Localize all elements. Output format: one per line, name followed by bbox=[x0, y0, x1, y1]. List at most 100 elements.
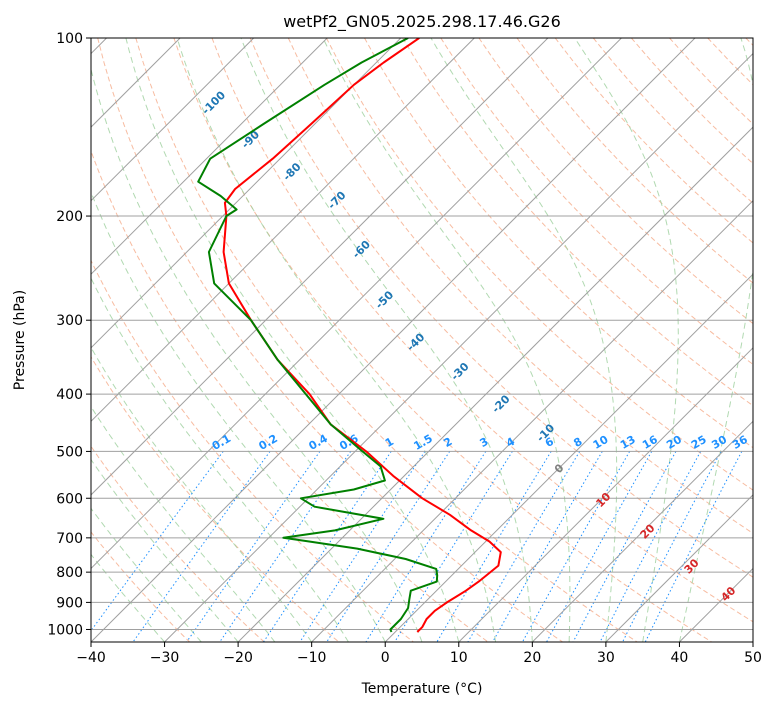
moist-adiabat-label: -30 bbox=[448, 360, 471, 383]
dry-adiabat-line bbox=[135, 38, 638, 642]
isotherm-line bbox=[91, 38, 475, 423]
dry-adiabat-line bbox=[478, 38, 753, 325]
dry-adiabat-label: 20 bbox=[638, 521, 658, 541]
moist-adiabat-label: -20 bbox=[489, 392, 512, 415]
moist-adiabat-line bbox=[430, 38, 618, 642]
dry-adiabat-line bbox=[745, 38, 753, 47]
dry-adiabat-label: 0 bbox=[552, 461, 567, 476]
moist-adiabat-line bbox=[574, 38, 679, 642]
x-tick-label: 10 bbox=[450, 650, 468, 666]
y-tick-label: 900 bbox=[56, 595, 83, 611]
mixing-ratio-label: 2 bbox=[441, 435, 454, 450]
y-tick-label: 100 bbox=[56, 31, 83, 47]
moist-adiabat-label: -100 bbox=[199, 88, 228, 117]
mixing-ratio-line bbox=[132, 451, 271, 642]
moist-adiabat-line bbox=[125, 38, 460, 642]
dry-adiabat-line bbox=[592, 38, 753, 204]
dry-adiabat-label: 40 bbox=[718, 584, 738, 604]
mixing-ratio-label: 13 bbox=[618, 433, 638, 452]
mixing-ratio-line bbox=[186, 451, 321, 642]
isotherm-line bbox=[91, 38, 402, 349]
mixing-ratio-line bbox=[299, 451, 426, 642]
temperature-profile-line bbox=[222, 38, 502, 633]
mixing-ratio-line bbox=[263, 451, 392, 642]
mixing-ratio-label: 10 bbox=[591, 433, 611, 452]
moist-adiabat-line bbox=[91, 277, 349, 642]
mixing-ratio-line bbox=[599, 451, 702, 642]
mixing-ratio-label: 1 bbox=[383, 435, 396, 450]
moist-adiabat-label: -60 bbox=[350, 238, 373, 261]
isotherm-line bbox=[384, 273, 753, 642]
moist-adiabat-line bbox=[91, 190, 386, 642]
mixing-ratio-line bbox=[546, 451, 653, 642]
mixing-ratio-label: 30 bbox=[709, 433, 729, 452]
y-tick-label: 600 bbox=[56, 491, 83, 507]
dry-adiabat-line bbox=[91, 531, 190, 642]
mixing-ratio-label: 8 bbox=[571, 435, 584, 450]
isotherm-line bbox=[91, 38, 549, 496]
dry-adiabat-line bbox=[91, 259, 414, 642]
x-tick-label: −40 bbox=[76, 650, 106, 666]
isotherm-line bbox=[679, 567, 753, 642]
y-tick-label: 700 bbox=[56, 531, 83, 547]
dry-adiabat-line bbox=[402, 38, 753, 407]
isotherm-line bbox=[531, 420, 753, 642]
mixing-ratio-line bbox=[522, 451, 631, 642]
mixing-ratio-line bbox=[492, 451, 603, 642]
moist-adiabat-line bbox=[91, 553, 165, 642]
mixing-ratio-line bbox=[365, 451, 487, 642]
x-tick-label: −30 bbox=[150, 650, 180, 666]
mixing-ratio-label: 20 bbox=[664, 433, 684, 452]
x-tick-label: −10 bbox=[297, 650, 327, 666]
moist-adiabat-label: -80 bbox=[280, 160, 303, 183]
moist-adiabat-line bbox=[176, 38, 497, 642]
dry-adiabat-line bbox=[554, 38, 753, 244]
dry-adiabat-label: 30 bbox=[682, 556, 702, 576]
mixing-ratio-line bbox=[644, 451, 743, 642]
mixing-ratio-label: 16 bbox=[640, 433, 660, 452]
isotherm-line bbox=[605, 494, 753, 642]
moist-adiabat-line bbox=[91, 507, 202, 642]
dry-adiabat-line bbox=[91, 149, 489, 642]
dry-adiabat-line bbox=[91, 355, 340, 642]
plot-frame bbox=[90, 37, 754, 643]
x-axis-label: Temperature (°C) bbox=[361, 681, 483, 697]
dry-adiabat-label: 10 bbox=[593, 490, 613, 510]
moist-adiabat-line bbox=[91, 67, 423, 642]
dewpoint-profile-line bbox=[197, 38, 439, 633]
mixing-ratio-line bbox=[622, 451, 722, 642]
mixing-ratio-line bbox=[572, 451, 677, 642]
dry-adiabat-line bbox=[91, 445, 265, 642]
y-tick-label: 200 bbox=[56, 209, 83, 225]
dry-adiabat-line bbox=[249, 38, 753, 578]
y-tick-label: 400 bbox=[56, 387, 83, 403]
moist-adiabat-label: -70 bbox=[325, 189, 348, 212]
x-tick-label: 50 bbox=[744, 650, 762, 666]
dry-adiabat-line bbox=[516, 38, 753, 284]
dry-adiabat-line bbox=[211, 38, 753, 623]
moist-adiabat-line bbox=[678, 38, 753, 642]
plot-area: 0.1 0.2 0.4 0.6 1 1.5 2 3 4 6 8 10 13 16 20 25 30 36-100-… bbox=[91, 38, 753, 642]
x-tick-label: 40 bbox=[671, 650, 689, 666]
mixing-ratio-line bbox=[91, 451, 224, 632]
y-tick-label: 300 bbox=[56, 313, 83, 329]
mixing-ratio-label: 3 bbox=[477, 435, 490, 450]
y-tick-label: 800 bbox=[56, 565, 83, 581]
isotherm-line bbox=[164, 52, 753, 642]
mixing-ratio-label: 1.5 bbox=[411, 432, 434, 453]
moist-adiabat-line bbox=[91, 405, 276, 642]
chart-title: wetPf2_GN05.2025.298.17.46.G26 bbox=[283, 12, 561, 32]
y-axis-label: Pressure (hPa) bbox=[12, 290, 28, 390]
x-tick-label: 20 bbox=[523, 650, 541, 666]
isotherm-line bbox=[91, 38, 622, 570]
isotherm-line bbox=[91, 38, 255, 202]
dry-adiabat-line bbox=[669, 38, 753, 125]
isotherm-line bbox=[91, 38, 696, 642]
x-tick-label: 30 bbox=[597, 650, 615, 666]
isotherm-line bbox=[458, 347, 753, 642]
mixing-ratio-label: 0.4 bbox=[306, 432, 330, 453]
dry-adiabat-line bbox=[287, 38, 753, 534]
dry-adiabat-line bbox=[364, 38, 753, 449]
isotherm-line bbox=[237, 126, 753, 642]
dry-adiabat-line bbox=[707, 38, 753, 86]
